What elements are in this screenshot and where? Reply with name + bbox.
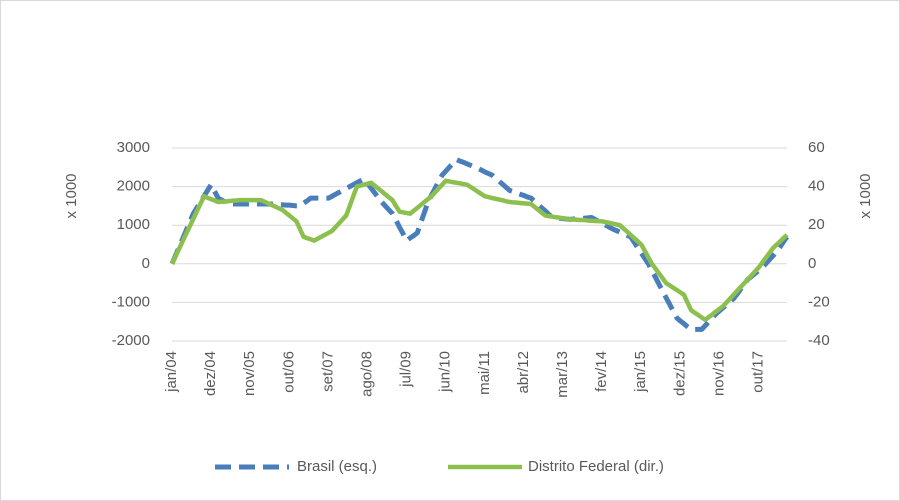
y2-tick-label: 0 [808,255,816,272]
x-tick-label: dez/15 [671,351,688,396]
x-tick-label: out/06 [280,351,297,393]
x-tick-label: jan/15 [632,351,649,393]
y-tick-label: 2000 [117,178,150,195]
x-tick-label: out/17 [750,351,767,393]
y2-tick-label: 40 [808,178,825,195]
x-tick-label: fev/14 [593,351,610,392]
y2-tick-label: -40 [808,332,830,349]
x-tick-label: mai/11 [476,351,493,395]
y-tick-label: 3000 [117,139,150,156]
legend-label: Distrito Federal (dir.) [528,458,664,475]
x-tick-label: jun/10 [437,351,454,393]
x-tick-label: jan/04 [163,351,180,393]
y-tick-label: -2000 [112,332,150,349]
y-tick-label: 1000 [117,216,150,233]
y2-axis-title: x 1000 [857,173,874,218]
x-tick-label: jul/09 [398,351,415,388]
x-tick-label: nov/16 [710,351,727,396]
legend-label: Brasil (esq.) [297,458,377,475]
x-tick-label: abr/12 [515,351,532,394]
y2-tick-label: 60 [808,139,825,156]
y2-tick-label: 20 [808,216,825,233]
x-tick-label: set/07 [319,351,336,392]
y-tick-label: -1000 [112,293,150,310]
x-tick-label: ago/08 [358,351,375,397]
y-axis-title: x 1000 [63,173,80,218]
x-tick-label: dez/04 [202,351,219,396]
y-tick-label: 0 [142,255,150,272]
series-line [169,157,790,332]
y2-tick-label: -20 [808,293,830,310]
x-tick-label: mar/13 [554,351,571,398]
x-tick-label: nov/05 [241,351,258,396]
series-line [169,178,789,323]
